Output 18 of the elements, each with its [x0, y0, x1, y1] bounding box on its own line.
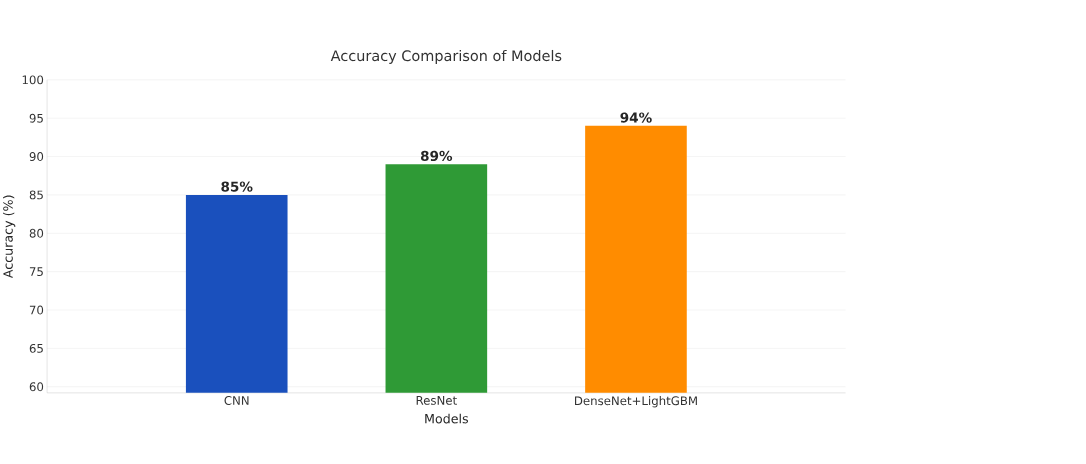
y-axis-title: Accuracy (%) — [3, 195, 16, 279]
data-label: 85% — [221, 181, 253, 192]
y-tick-label: 80 — [29, 229, 44, 238]
data-label: 94% — [620, 112, 652, 123]
y-tick-label: 70 — [29, 305, 44, 315]
y-tick-label: 60 — [29, 382, 44, 392]
data-label: 89% — [420, 150, 453, 162]
y-tick-label: 65 — [29, 344, 43, 353]
chart-title: Accuracy Comparison of Models — [330, 50, 562, 65]
y-tick-label: 85 — [29, 190, 43, 200]
x-axis-title: Models — [425, 413, 469, 424]
y-tick-label: 90 — [29, 152, 44, 162]
y-tick-label: 100 — [22, 75, 44, 85]
x-tick-label: DenseNet+LightGBM — [575, 396, 697, 408]
x-tick-label: CNN — [224, 396, 249, 406]
y-tick-label: 95 — [29, 113, 43, 123]
y-tick-label: 75 — [29, 267, 43, 277]
x-tick-label: ResNet — [416, 396, 457, 405]
